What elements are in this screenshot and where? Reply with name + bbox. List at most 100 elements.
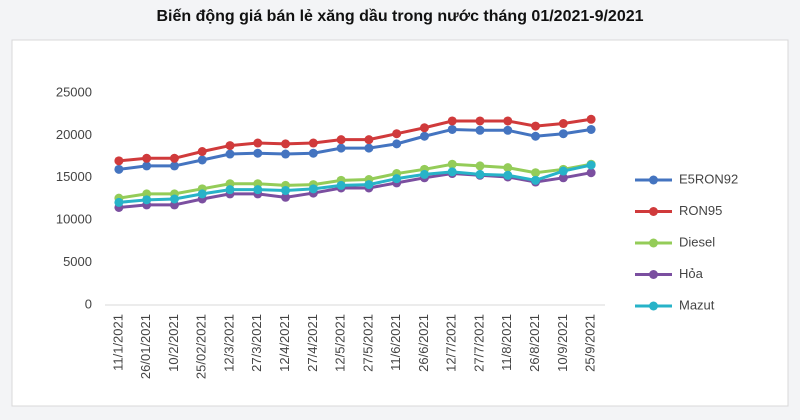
data-point bbox=[169, 194, 179, 204]
data-point bbox=[142, 161, 152, 171]
data-point bbox=[419, 123, 429, 133]
data-point bbox=[447, 167, 457, 177]
y-tick-label: 10000 bbox=[56, 212, 92, 227]
data-point bbox=[281, 192, 291, 202]
data-point bbox=[392, 129, 402, 139]
data-point bbox=[281, 139, 291, 149]
x-tick-label: 11/1/2021 bbox=[110, 314, 125, 371]
data-point bbox=[197, 147, 207, 157]
x-tick-label: 27/4/2021 bbox=[305, 314, 320, 372]
data-point bbox=[475, 116, 485, 126]
data-point bbox=[558, 166, 568, 176]
legend-label: Mazut bbox=[679, 297, 715, 312]
data-point bbox=[586, 124, 596, 134]
y-tick-label: 5000 bbox=[63, 254, 92, 269]
y-tick-label: 0 bbox=[85, 296, 92, 311]
legend-marker bbox=[649, 270, 658, 279]
data-point bbox=[558, 173, 568, 183]
data-point bbox=[503, 163, 513, 173]
data-point bbox=[169, 161, 179, 171]
data-point bbox=[197, 155, 207, 165]
data-point bbox=[253, 148, 263, 158]
data-point bbox=[142, 195, 152, 205]
data-point bbox=[558, 119, 568, 129]
data-point bbox=[419, 131, 429, 141]
data-point bbox=[447, 124, 457, 134]
data-point bbox=[392, 174, 402, 184]
legend-label: RON95 bbox=[679, 203, 722, 218]
data-point bbox=[531, 121, 541, 131]
data-point bbox=[364, 180, 374, 190]
x-tick-label: 27/5/2021 bbox=[360, 314, 375, 372]
chart-panel bbox=[11, 39, 789, 407]
data-point bbox=[336, 135, 346, 145]
data-point bbox=[419, 169, 429, 179]
legend-marker bbox=[649, 301, 658, 311]
data-point bbox=[114, 197, 124, 207]
data-point bbox=[586, 160, 596, 170]
data-point bbox=[308, 138, 318, 148]
series-line bbox=[118, 171, 592, 209]
legend-label: Diesel bbox=[679, 234, 715, 249]
x-tick-label: 27/7/2021 bbox=[471, 314, 486, 372]
data-point bbox=[531, 175, 541, 185]
data-point bbox=[142, 153, 152, 163]
x-tick-label: 25/02/2021 bbox=[194, 314, 209, 379]
data-point bbox=[336, 143, 346, 153]
legend-label: Hỏa bbox=[679, 266, 704, 281]
data-point bbox=[531, 131, 541, 141]
data-point bbox=[225, 185, 235, 195]
x-tick-label: 27/3/2021 bbox=[249, 314, 264, 372]
data-point bbox=[503, 116, 513, 126]
data-point bbox=[169, 153, 179, 163]
data-point bbox=[558, 129, 568, 139]
data-point bbox=[225, 149, 235, 159]
x-tick-label: 12/7/2021 bbox=[444, 314, 459, 372]
data-point bbox=[447, 159, 457, 169]
data-point bbox=[253, 185, 263, 195]
series-line bbox=[118, 163, 592, 204]
x-tick-label: 12/5/2021 bbox=[333, 314, 348, 372]
data-point bbox=[225, 141, 235, 151]
data-point bbox=[364, 143, 374, 153]
y-tick-label: 20000 bbox=[56, 127, 92, 142]
x-tick-label: 25/9/2021 bbox=[583, 314, 598, 372]
data-point bbox=[586, 114, 596, 124]
data-point bbox=[308, 148, 318, 158]
x-tick-label: 10/2/2021 bbox=[166, 314, 181, 372]
legend-marker bbox=[649, 207, 658, 216]
data-point bbox=[475, 169, 485, 179]
x-tick-label: 12/4/2021 bbox=[277, 314, 292, 372]
data-point bbox=[308, 184, 318, 194]
data-point bbox=[447, 116, 457, 126]
x-tick-label: 10/9/2021 bbox=[555, 314, 570, 372]
x-tick-label: 12/3/2021 bbox=[221, 314, 236, 372]
data-point bbox=[475, 125, 485, 135]
data-point bbox=[503, 125, 513, 135]
data-point bbox=[503, 170, 513, 180]
legend-marker bbox=[649, 175, 658, 185]
data-point bbox=[253, 138, 263, 148]
legend-marker bbox=[649, 238, 658, 248]
x-tick-label: 26/6/2021 bbox=[416, 314, 431, 372]
chart-title: Biến động giá bán lẻ xăng dầu trong nước… bbox=[156, 8, 643, 25]
x-tick-label: 11/6/2021 bbox=[388, 314, 403, 371]
data-point bbox=[392, 139, 402, 149]
series-line bbox=[118, 117, 592, 163]
data-point bbox=[197, 189, 207, 199]
data-point bbox=[281, 186, 291, 196]
x-tick-label: 26/01/2021 bbox=[138, 314, 153, 379]
series-line bbox=[118, 162, 592, 200]
x-tick-label: 26/8/2021 bbox=[527, 314, 542, 372]
data-point bbox=[586, 168, 596, 178]
data-point bbox=[475, 161, 485, 171]
data-point bbox=[364, 135, 374, 145]
data-point bbox=[114, 164, 124, 174]
data-point bbox=[336, 180, 346, 190]
legend-label: E5RON92 bbox=[679, 171, 738, 186]
series-line bbox=[118, 127, 592, 171]
x-tick-label: 11/8/2021 bbox=[499, 314, 514, 371]
data-point bbox=[281, 149, 291, 159]
